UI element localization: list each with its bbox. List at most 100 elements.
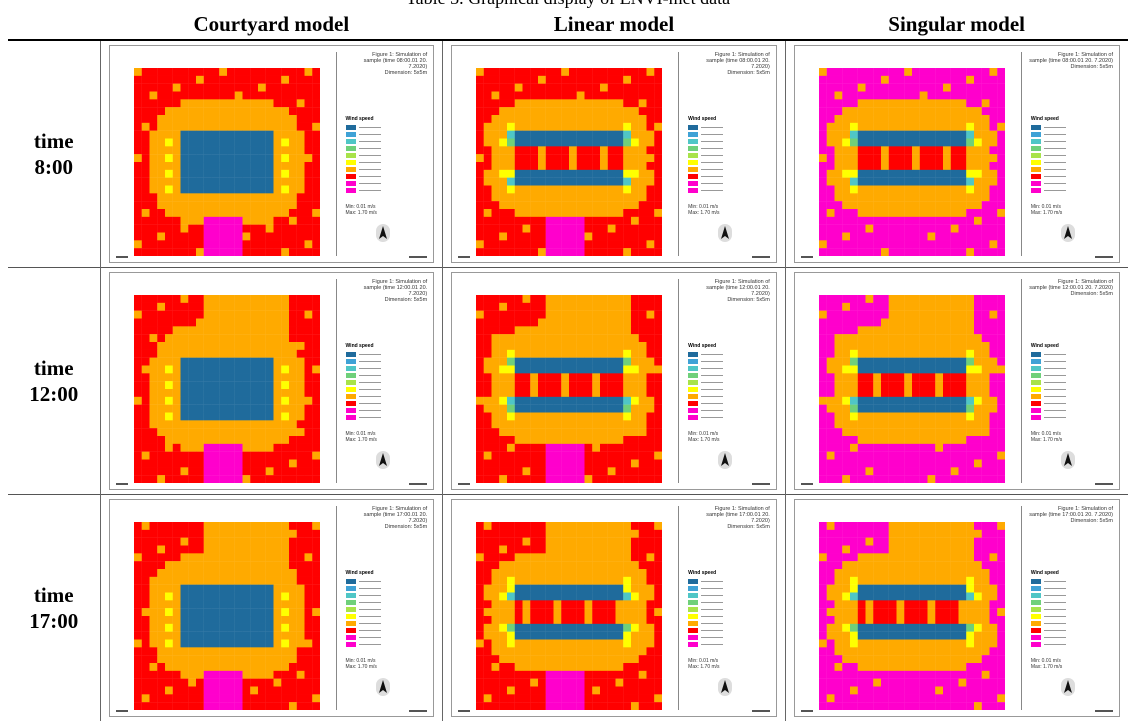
heat-cell bbox=[631, 209, 639, 217]
heat-cell bbox=[196, 162, 204, 170]
heat-cell bbox=[265, 420, 273, 428]
heat-cell bbox=[304, 475, 312, 483]
heat-cell bbox=[196, 381, 204, 389]
heat-cell bbox=[219, 240, 227, 248]
heat-cell bbox=[554, 311, 562, 319]
heat-cell bbox=[966, 530, 974, 538]
heat-cell bbox=[242, 679, 250, 687]
heat-cell bbox=[188, 475, 196, 483]
heat-cell bbox=[211, 170, 219, 178]
heat-cell bbox=[296, 428, 304, 436]
legend-swatch bbox=[1031, 351, 1071, 358]
heat-cell bbox=[623, 358, 631, 366]
heat-cell bbox=[499, 303, 507, 311]
heat-cell bbox=[546, 608, 554, 616]
heat-cell bbox=[889, 248, 897, 256]
heat-cell bbox=[989, 342, 997, 350]
heat-cell bbox=[927, 413, 935, 421]
heat-cell bbox=[631, 84, 639, 92]
heat-cell bbox=[834, 475, 842, 483]
heat-cell bbox=[227, 201, 235, 209]
heat-cell bbox=[134, 702, 142, 710]
heat-cell bbox=[258, 687, 266, 695]
heat-cell bbox=[889, 240, 897, 248]
heat-cell bbox=[889, 107, 897, 115]
heat-cell bbox=[554, 569, 562, 577]
heat-cell bbox=[265, 311, 273, 319]
heat-cell bbox=[592, 358, 600, 366]
heat-cell bbox=[281, 131, 289, 139]
heat-cell bbox=[476, 209, 484, 217]
heat-cell bbox=[492, 694, 500, 702]
heat-cell bbox=[234, 115, 242, 123]
heat-cell bbox=[896, 326, 904, 334]
heat-cell bbox=[538, 115, 546, 123]
heat-cell bbox=[546, 616, 554, 624]
heat-cell bbox=[188, 444, 196, 452]
heat-cell bbox=[538, 405, 546, 413]
heat-cell bbox=[304, 107, 312, 115]
heat-cell bbox=[943, 240, 951, 248]
heat-cell bbox=[920, 475, 928, 483]
heat-cell bbox=[515, 600, 523, 608]
heat-cell bbox=[592, 193, 600, 201]
heat-cell bbox=[592, 436, 600, 444]
heat-cell bbox=[188, 702, 196, 710]
heat-cell bbox=[304, 577, 312, 585]
heat-cell bbox=[507, 342, 515, 350]
heat-cell bbox=[196, 154, 204, 162]
heat-cell bbox=[569, 178, 577, 186]
heat-cell bbox=[943, 68, 951, 76]
heat-cell bbox=[881, 107, 889, 115]
heat-cell bbox=[172, 694, 180, 702]
heat-cell bbox=[865, 460, 873, 468]
heat-cell bbox=[304, 694, 312, 702]
heat-cell bbox=[958, 92, 966, 100]
heat-cell bbox=[865, 405, 873, 413]
heat-cell bbox=[507, 467, 515, 475]
heat-cell bbox=[647, 225, 655, 233]
heat-cell bbox=[585, 413, 593, 421]
panel-separator bbox=[1021, 52, 1022, 256]
heat-cell bbox=[196, 452, 204, 460]
heat-cell bbox=[600, 295, 608, 303]
heat-cell bbox=[188, 397, 196, 405]
heat-cell bbox=[188, 671, 196, 679]
heat-cell bbox=[943, 201, 951, 209]
heat-cell bbox=[296, 679, 304, 687]
heat-cell bbox=[989, 553, 997, 561]
heat-cell bbox=[982, 186, 990, 194]
heat-cell bbox=[538, 381, 546, 389]
heat-cell bbox=[585, 444, 593, 452]
heat-cell bbox=[561, 248, 569, 256]
heat-cell bbox=[654, 233, 662, 241]
heat-cell bbox=[546, 84, 554, 92]
heat-cell bbox=[234, 655, 242, 663]
heat-cell bbox=[492, 248, 500, 256]
heat-cell bbox=[819, 225, 827, 233]
heat-cell bbox=[281, 640, 289, 648]
heat-cell bbox=[265, 467, 273, 475]
heat-cell bbox=[989, 209, 997, 217]
heat-cell bbox=[546, 92, 554, 100]
heat-cell bbox=[523, 311, 531, 319]
heat-cell bbox=[561, 366, 569, 374]
heat-cell bbox=[858, 131, 866, 139]
heat-cell bbox=[492, 413, 500, 421]
legend-swatch bbox=[688, 358, 728, 365]
north-arrow-icon bbox=[718, 678, 732, 696]
heat-cell bbox=[296, 99, 304, 107]
heat-cell bbox=[974, 366, 982, 374]
heat-cell bbox=[639, 115, 647, 123]
heat-cell bbox=[989, 397, 997, 405]
heat-cell bbox=[927, 350, 935, 358]
heat-cell bbox=[265, 240, 273, 248]
heat-cell bbox=[577, 334, 585, 342]
heat-cell bbox=[639, 671, 647, 679]
heat-cell bbox=[592, 233, 600, 241]
heat-cell bbox=[165, 640, 173, 648]
heat-cell bbox=[281, 420, 289, 428]
heat-cell bbox=[499, 397, 507, 405]
heat-cell bbox=[935, 452, 943, 460]
